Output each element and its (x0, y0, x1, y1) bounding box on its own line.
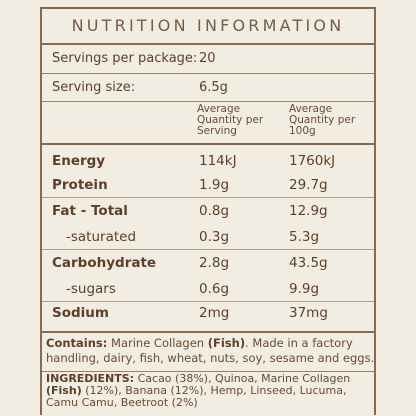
ingredients-text-c: (12%), Banana (12%), Hemp, Linseed, Lucu… (46, 384, 347, 409)
row-carbohydrate-per100: 43.5g (289, 255, 328, 271)
row-divider (42, 301, 374, 302)
row-saturated-serving: 0.3g (199, 229, 230, 245)
ingredients-label: INGREDIENTS: (46, 372, 135, 385)
row-energy-serving: 114kJ (199, 153, 237, 169)
row-sugars-per100: 9.9g (289, 281, 320, 297)
row-sugars-serving: 0.6g (199, 281, 230, 297)
servings-per-package-value: 20 (199, 51, 216, 66)
row-divider (42, 249, 374, 250)
row-sodium-serving: 2mg (199, 305, 230, 321)
contains-text-c: . Made in a factory handling, dairy, fis… (46, 336, 375, 365)
row-fat-label: Fat - Total (52, 203, 128, 219)
serving-size-label: Serving size: (52, 80, 136, 95)
row-divider (42, 197, 374, 198)
row-carbohydrate-serving: 2.8g (199, 255, 230, 271)
serving-size-value: 6.5g (199, 80, 228, 95)
row-sugars-label: -sugars (66, 281, 116, 297)
contains-text-a: Marine Collagen (111, 336, 205, 350)
row-saturated-per100: 5.3g (289, 229, 320, 245)
row-energy-label: Energy (52, 153, 106, 169)
table-bottom-divider (42, 331, 374, 333)
row-protein-label: Protein (52, 177, 108, 193)
header-divider (42, 143, 374, 145)
servings-divider (42, 73, 374, 74)
row-fat-serving: 0.8g (199, 203, 230, 219)
serving-size-divider (42, 101, 374, 102)
servings-per-package-label: Servings per package: (52, 51, 198, 66)
contains-statement: Contains: Marine Collagen (Fish). Made i… (46, 336, 376, 366)
ingredients-allergen: (Fish) (46, 384, 82, 397)
ingredients-statement: INGREDIENTS: Cacao (38%), Quinoa, Marine… (46, 373, 376, 409)
row-saturated-label: -saturated (66, 229, 137, 245)
column-header-per-serving: Average Quantity per Serving (197, 103, 264, 137)
panel-title: NUTRITION INFORMATION (71, 16, 345, 35)
column-header-per-100g: Average Quantity per 100g (289, 103, 356, 137)
nutrition-panel: NUTRITION INFORMATION Servings per packa… (40, 7, 376, 415)
contains-allergen: (Fish) (207, 336, 246, 350)
ingredients-text-a: Cacao (38%), Quinoa, Marine Collagen (137, 372, 351, 385)
row-energy-per100: 1760kJ (289, 153, 336, 169)
row-sodium-per100: 37mg (289, 305, 328, 321)
row-fat-per100: 12.9g (289, 203, 328, 219)
contains-label: Contains: (46, 336, 108, 350)
title-divider (42, 43, 374, 45)
contains-divider (42, 371, 374, 372)
row-carbohydrate-label: Carbohydrate (52, 255, 157, 271)
row-sodium-label: Sodium (52, 305, 109, 321)
row-protein-per100: 29.7g (289, 177, 328, 193)
row-protein-serving: 1.9g (199, 177, 230, 193)
